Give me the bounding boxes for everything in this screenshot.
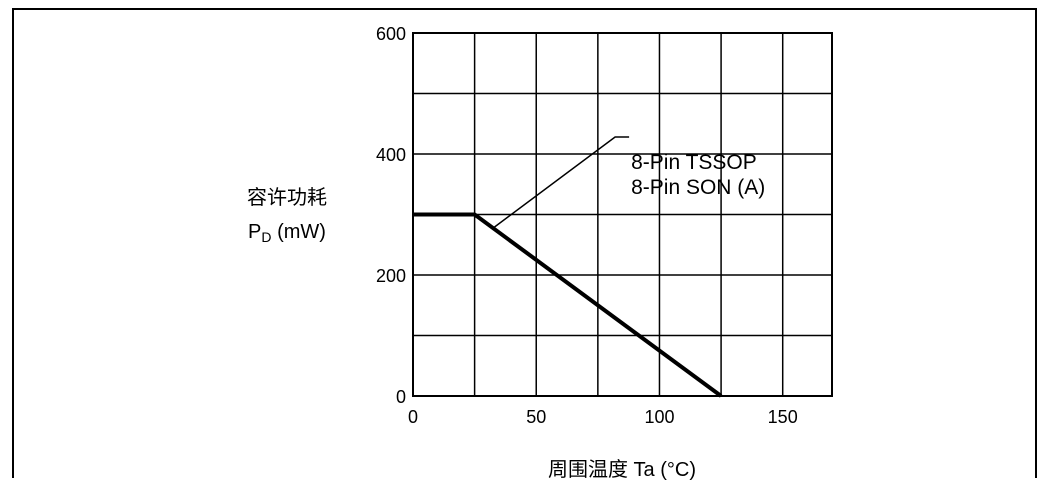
- x-tick-label: 0: [408, 407, 418, 427]
- x-axis-label: 周围温度 Ta (°C): [548, 458, 696, 481]
- y-axis-label-symbol: P: [248, 221, 261, 243]
- axis-labels: 容许功耗 PD (mW) 周围温度 Ta (°C): [247, 186, 696, 481]
- y-tick-label: 600: [376, 24, 406, 44]
- series-layer: [413, 215, 721, 397]
- annotation-text: 8-Pin TSSOP: [631, 151, 757, 174]
- y-tick-label: 400: [376, 145, 406, 165]
- x-tick-label: 50: [526, 407, 546, 427]
- y-axis-label-line2: PD (mW): [248, 221, 326, 245]
- y-axis-label-subscript: D: [261, 229, 271, 245]
- x-tick-label: 150: [768, 407, 798, 427]
- annotation-text: 8-Pin SON (A): [631, 176, 765, 199]
- series-line: [413, 215, 721, 397]
- y-axis-label-unit: (mW): [272, 221, 326, 243]
- y-tick-label: 200: [376, 266, 406, 286]
- tick-labels: 0 200 400 600 0 50 100 150: [376, 24, 798, 427]
- x-tick-label: 100: [644, 407, 674, 427]
- y-tick-label: 0: [396, 387, 406, 407]
- y-axis-label-line1: 容许功耗: [247, 186, 327, 209]
